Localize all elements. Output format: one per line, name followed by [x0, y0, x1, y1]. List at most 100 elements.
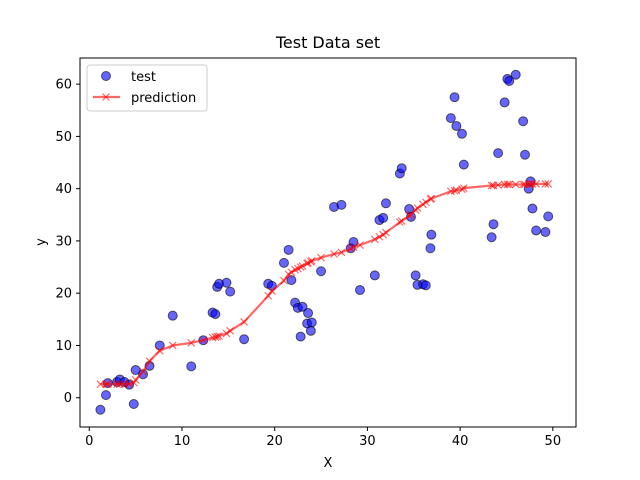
prediction-marker	[330, 250, 338, 258]
test-point	[486, 232, 497, 243]
prediction-marker	[208, 333, 217, 342]
prediction-marker	[113, 380, 122, 389]
test-point	[336, 199, 347, 210]
test-point	[540, 227, 551, 238]
axes-border	[79, 57, 577, 428]
legend: test prediction	[86, 64, 208, 112]
prediction-marker	[544, 180, 553, 188]
test-point	[369, 270, 380, 281]
prediction-marker	[307, 256, 316, 265]
test-point	[100, 390, 111, 401]
prediction-marker	[168, 341, 177, 350]
test-point	[221, 277, 232, 288]
test-point	[510, 69, 521, 80]
test-point	[295, 331, 306, 342]
prediction-marker	[226, 326, 235, 335]
prediction-marker	[213, 332, 222, 341]
prediction-marker	[240, 318, 249, 326]
prediction-marker	[532, 180, 541, 188]
prediction-marker	[199, 336, 208, 345]
x-axis-label: X	[324, 456, 333, 471]
test-point	[449, 92, 460, 103]
test-point	[493, 148, 504, 159]
prediction-marker	[397, 217, 406, 225]
prediction-marker	[102, 380, 110, 389]
y-tick-label: 60	[55, 78, 72, 93]
prediction-marker	[528, 180, 537, 188]
prediction-marker	[145, 357, 154, 366]
test-point	[520, 149, 531, 160]
legend-prediction-marker	[102, 93, 110, 101]
test-point	[354, 285, 365, 296]
prediction-marker	[139, 367, 147, 376]
test-point	[283, 244, 294, 255]
test-point	[531, 225, 542, 236]
y-tick-label: 40	[55, 182, 72, 197]
x-axis: 0 10 20 30 40 50	[85, 427, 561, 449]
prediction-marker	[494, 181, 503, 189]
prediction-marker	[382, 228, 390, 237]
test-point	[286, 275, 297, 286]
prediction-marker	[267, 287, 276, 296]
test-point	[297, 301, 308, 312]
y-tick-label: 50	[55, 130, 72, 145]
test-point	[210, 309, 221, 320]
chart-title: Test Data set	[275, 33, 380, 52]
test-point	[303, 308, 314, 319]
test-point	[543, 211, 554, 222]
y-tick-label: 0	[64, 391, 72, 406]
prediction-marker	[526, 180, 535, 188]
plot-area	[95, 69, 554, 415]
prediction-marker	[155, 346, 164, 355]
prediction-marker	[264, 291, 273, 300]
prediction-marker	[222, 329, 231, 338]
prediction-marker	[349, 243, 358, 252]
legend-test-marker	[101, 71, 111, 81]
prediction-marker	[505, 180, 514, 189]
test-point	[445, 113, 456, 124]
test-point	[380, 198, 391, 209]
test-point	[420, 280, 431, 291]
test-point	[167, 310, 178, 321]
test-point	[504, 76, 515, 86]
x-tick-label: 20	[266, 434, 283, 449]
test-point	[425, 243, 436, 254]
prediction-marker	[375, 232, 384, 241]
prediction-marker	[215, 332, 223, 340]
test-point	[410, 270, 421, 281]
test-point	[239, 334, 250, 345]
prediction-marker	[356, 241, 364, 250]
prediction-marker	[298, 262, 307, 270]
test-point	[451, 120, 462, 131]
test-point	[518, 116, 529, 127]
test-point	[95, 404, 106, 415]
x-tick-label: 30	[359, 434, 376, 449]
test-point	[458, 159, 469, 170]
y-axis-label: y	[34, 238, 49, 246]
prediction-marker	[524, 180, 533, 188]
prediction-marker	[541, 180, 550, 188]
legend-box	[86, 64, 208, 112]
x-tick-label: 40	[452, 434, 469, 449]
test-point	[305, 325, 316, 336]
test-point	[527, 203, 538, 214]
prediction-marker	[317, 253, 325, 262]
test-point	[426, 229, 437, 240]
prediction-marker	[459, 184, 468, 193]
test-point	[130, 365, 141, 376]
y-tick-label: 20	[55, 287, 72, 302]
test-point	[306, 317, 317, 328]
prediction-marker	[96, 380, 105, 389]
prediction-marker	[503, 180, 512, 189]
prediction-marker	[370, 235, 379, 244]
test-point	[396, 163, 407, 174]
prediction-marker	[421, 198, 430, 207]
prediction-marker	[337, 248, 346, 257]
y-tick-label: 30	[55, 234, 72, 249]
test-point	[499, 97, 510, 108]
test-point	[456, 128, 467, 139]
x-tick-label: 50	[545, 434, 562, 449]
y-tick-label: 10	[55, 339, 72, 354]
test-point	[225, 286, 236, 297]
